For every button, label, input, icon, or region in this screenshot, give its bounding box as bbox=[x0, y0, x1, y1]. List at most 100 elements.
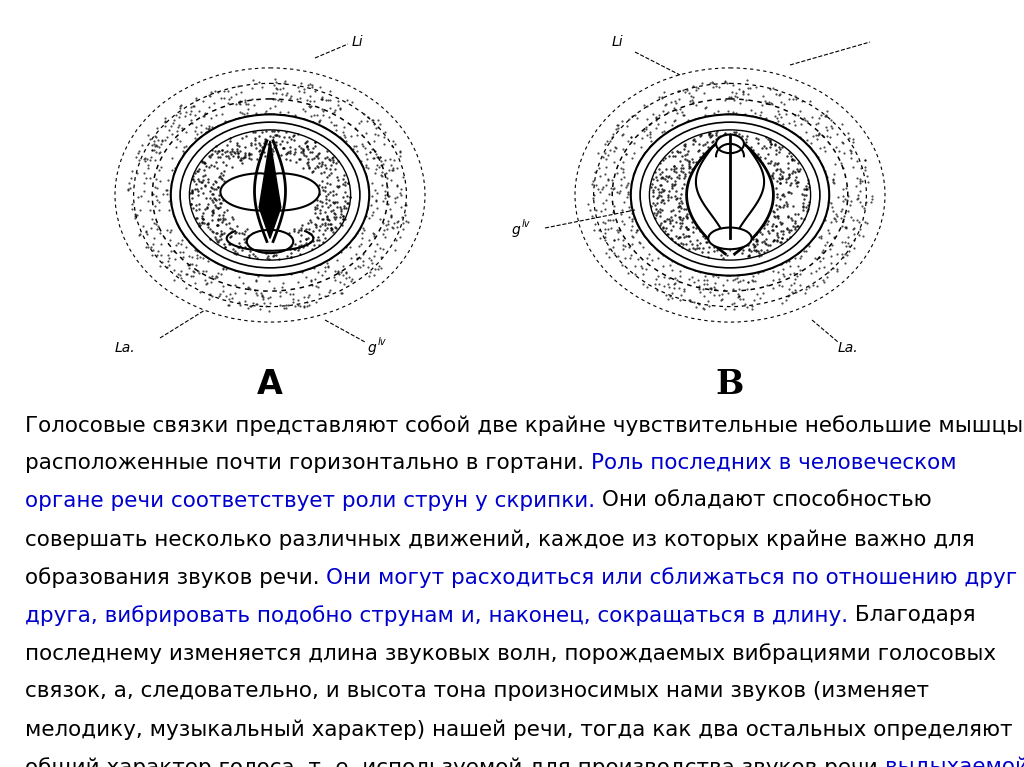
Point bbox=[266, 93, 283, 105]
Point bbox=[728, 242, 744, 254]
Point bbox=[237, 146, 253, 158]
Point bbox=[647, 223, 664, 235]
Point bbox=[774, 226, 791, 239]
Point bbox=[724, 86, 740, 98]
Point bbox=[849, 155, 865, 167]
Point bbox=[770, 209, 786, 222]
Point bbox=[658, 98, 675, 110]
Point bbox=[688, 156, 705, 169]
Point bbox=[587, 218, 603, 230]
Point bbox=[796, 189, 812, 201]
Point bbox=[652, 203, 669, 216]
Point bbox=[648, 228, 665, 240]
Point bbox=[749, 235, 765, 248]
Point bbox=[203, 86, 219, 98]
Point bbox=[748, 117, 764, 130]
Point bbox=[312, 81, 329, 93]
Point bbox=[127, 210, 143, 222]
Point bbox=[195, 252, 211, 264]
Point bbox=[264, 143, 281, 155]
Point bbox=[672, 155, 688, 167]
Point bbox=[706, 289, 722, 301]
Point bbox=[337, 239, 353, 252]
Point bbox=[354, 255, 371, 268]
Point bbox=[295, 143, 311, 155]
Point bbox=[653, 140, 670, 153]
Point bbox=[204, 148, 220, 160]
Point bbox=[724, 109, 740, 121]
Point bbox=[726, 94, 742, 106]
Point bbox=[366, 268, 382, 281]
Point bbox=[652, 160, 669, 173]
Point bbox=[325, 133, 341, 146]
Point bbox=[825, 173, 842, 186]
Point bbox=[147, 140, 164, 152]
Point bbox=[208, 270, 224, 282]
Point bbox=[694, 230, 711, 242]
Point bbox=[249, 240, 265, 252]
Point bbox=[313, 250, 330, 262]
Point bbox=[257, 150, 273, 162]
Point bbox=[785, 220, 802, 232]
Point bbox=[640, 225, 656, 237]
Point bbox=[672, 146, 688, 158]
Point bbox=[290, 128, 306, 140]
Point bbox=[732, 266, 749, 278]
Point bbox=[779, 222, 796, 235]
Point bbox=[249, 131, 265, 143]
Point bbox=[765, 274, 781, 286]
Point bbox=[742, 150, 759, 162]
Point bbox=[834, 248, 850, 260]
Point bbox=[335, 178, 351, 190]
Point bbox=[739, 282, 756, 295]
Point bbox=[635, 181, 651, 193]
Point bbox=[335, 227, 351, 239]
Point bbox=[763, 129, 779, 141]
Point bbox=[311, 116, 328, 128]
Point bbox=[801, 181, 817, 193]
Point bbox=[719, 250, 735, 262]
Point bbox=[623, 224, 639, 236]
Point bbox=[337, 176, 353, 188]
Point bbox=[600, 214, 616, 226]
Point bbox=[597, 168, 613, 180]
Point bbox=[316, 185, 333, 197]
Point bbox=[215, 194, 231, 206]
Point bbox=[203, 242, 219, 255]
Point bbox=[136, 153, 153, 166]
Point bbox=[315, 141, 332, 153]
Point bbox=[640, 249, 656, 261]
Point bbox=[282, 92, 298, 104]
Point bbox=[265, 78, 282, 91]
Point bbox=[632, 163, 648, 175]
Point bbox=[816, 145, 833, 157]
Point bbox=[265, 139, 282, 151]
Point bbox=[582, 204, 598, 216]
Point bbox=[841, 245, 857, 257]
Point bbox=[188, 173, 205, 185]
Point bbox=[636, 99, 652, 111]
Point bbox=[330, 155, 346, 167]
Point bbox=[257, 107, 273, 120]
Point bbox=[232, 152, 249, 164]
Point bbox=[762, 140, 778, 153]
Point bbox=[781, 239, 798, 252]
Point bbox=[322, 141, 338, 153]
Point bbox=[148, 223, 165, 235]
Point bbox=[777, 122, 794, 134]
Point bbox=[302, 137, 318, 149]
Point bbox=[689, 236, 706, 249]
Point bbox=[243, 137, 259, 150]
Point bbox=[290, 239, 306, 251]
Point bbox=[642, 181, 658, 193]
Point bbox=[708, 130, 724, 142]
Point bbox=[741, 249, 758, 261]
Point bbox=[324, 151, 340, 163]
Point bbox=[166, 162, 182, 174]
Point bbox=[246, 249, 262, 261]
Point bbox=[271, 137, 288, 150]
Point bbox=[354, 232, 371, 244]
Point bbox=[323, 134, 339, 146]
Point bbox=[628, 209, 644, 221]
Point bbox=[790, 109, 806, 121]
